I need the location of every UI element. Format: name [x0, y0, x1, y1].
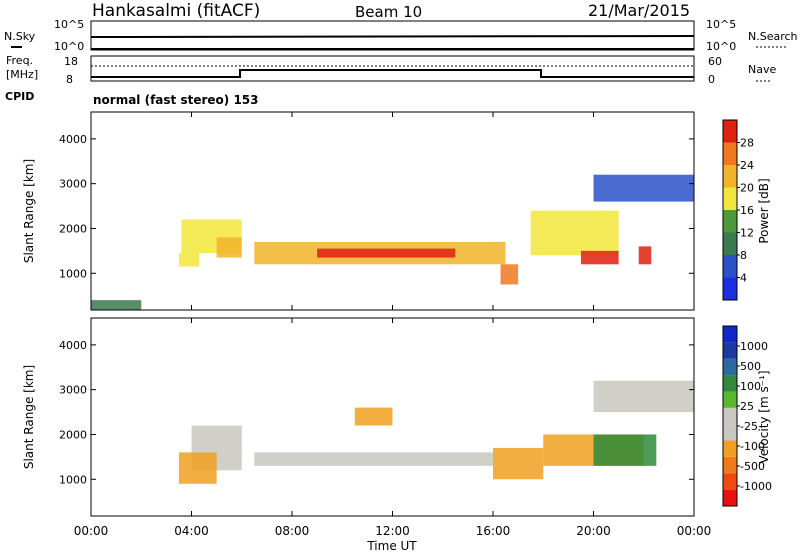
velocity-band: [178, 452, 217, 484]
power-colorbar-swatch: [723, 142, 737, 165]
velocity-colorbar-tick-label: 1000: [740, 340, 768, 353]
freq-label-2: [MHz]: [6, 68, 38, 81]
power-colorbar-swatch: [723, 120, 737, 143]
velocity-band: [354, 407, 393, 426]
x-tick-label: 00:00: [677, 524, 712, 538]
power-y-axis-label: Slant Range [km]: [22, 159, 36, 263]
noise-left-tick-bottom: 10^0: [54, 40, 84, 53]
velocity-colorbar-swatch: [723, 375, 737, 392]
noise-right-tick-top: 10^5: [706, 18, 736, 31]
velocity-y-ticks: 1000 2000 3000 4000: [59, 339, 694, 486]
velocity-band: [254, 452, 493, 466]
nave-label: Nave: [748, 63, 776, 76]
velocity-colorbar-swatch: [723, 489, 737, 506]
power-colorbar-swatch: [723, 255, 737, 278]
velocity-colorbar-swatch: [723, 407, 737, 425]
noise-right-label: N.Search: [748, 30, 798, 43]
velocity-colorbar-label: Velocity [m s⁻¹]: [757, 370, 771, 463]
velocity-band: [593, 434, 657, 466]
power-colorbar: 4 8 12 16 20 24 28: [722, 119, 754, 301]
power-colorbar-swatch: [723, 277, 737, 300]
velocity-colorbar-tick-label: 25: [740, 400, 754, 413]
velocity-colorbar-swatch: [723, 342, 737, 359]
power-colorbar-swatch: [723, 210, 737, 233]
power-heatmap: [91, 174, 694, 310]
power-band: [530, 210, 619, 256]
x-tick-label: 20:00: [576, 524, 611, 538]
noise-left-label: N.Sky: [4, 30, 36, 43]
velocity-heatmap: [178, 380, 694, 484]
power-colorbar-tick-label: 28: [740, 137, 754, 150]
power-colorbar-tick-label: 4: [740, 272, 747, 285]
power-y-tick-label: 2000: [59, 222, 87, 235]
velocity-colorbar-tick-label: -500: [740, 460, 765, 473]
freq-label-1: Freq.: [6, 54, 33, 67]
cpid-label: CPID: [5, 90, 34, 103]
power-y-tick-label: 3000: [59, 178, 87, 191]
velocity-colorbar-swatch: [723, 424, 737, 441]
x-axis-label: Time UT: [366, 539, 417, 553]
power-band: [317, 248, 456, 258]
velocity-colorbar-swatch: [723, 440, 737, 457]
velocity-colorbar-frame: [722, 325, 738, 507]
cpid-value: normal (fast stereo) 153: [93, 93, 259, 107]
velocity-colorbar-tick-label: -25: [740, 420, 758, 433]
power-colorbar-tick-label: 24: [740, 159, 754, 172]
beam-title: Beam 10: [355, 3, 422, 21]
velocity-colorbar-tick-label: -100: [740, 440, 765, 453]
power-y-tick-label: 4000: [59, 133, 87, 146]
power-colorbar-tick-label: 16: [740, 204, 754, 217]
power-colorbar-swatch: [723, 232, 737, 255]
velocity-colorbar-tick-label: 500: [740, 360, 761, 373]
velocity-y-tick-label: 3000: [59, 384, 87, 397]
velocity-band: [593, 380, 694, 413]
power-band: [91, 300, 142, 310]
velocity-y-tick-label: 4000: [59, 339, 87, 352]
x-tick-label: 16:00: [476, 524, 511, 538]
freq-left-tick-bottom: 8: [66, 73, 73, 86]
velocity-y-axis-label: Slant Range [km]: [22, 365, 36, 469]
power-colorbar-label: Power [dB]: [757, 178, 771, 243]
power-y-ticks: 1000 2000 3000 4000: [59, 133, 694, 280]
power-band: [638, 246, 652, 265]
velocity-colorbar-swatch: [723, 358, 737, 376]
power-colorbar-swatch: [723, 187, 737, 210]
x-tick-label: 08:00: [275, 524, 310, 538]
power-band: [216, 237, 242, 258]
velocity-band: [493, 447, 544, 480]
power-band: [178, 253, 200, 267]
x-tick-label: 04:00: [174, 524, 209, 538]
velocity-colorbar: 1000 500 100 25 -25 -100 -500 -1000: [722, 325, 772, 507]
station-title: Hankasalmi (fitACF): [92, 1, 260, 21]
velocity-y-tick-label: 2000: [59, 428, 87, 441]
freq-step-line: [91, 69, 694, 78]
velocity-colorbar-swatch: [723, 473, 737, 490]
power-colorbar-tick-label: 8: [740, 249, 747, 262]
x-tick-label: 12:00: [375, 524, 410, 538]
power-band: [593, 174, 694, 202]
velocity-colorbar-swatch: [723, 391, 737, 408]
noise-sky-line: [90, 35, 695, 38]
noise-right-tick-bottom: 10^0: [706, 40, 736, 53]
noise-left-tick-top: 10^5: [54, 18, 84, 31]
power-band: [500, 264, 519, 285]
power-y-tick-label: 1000: [59, 267, 87, 280]
power-colorbar-tick-label: 20: [740, 182, 754, 195]
freq-right-tick-bottom: 0: [708, 73, 715, 86]
date-title: 21/Mar/2015: [588, 1, 690, 20]
x-axis-ticks: 00:00 04:00 08:00 12:00 16:00 20:00 00:00: [74, 112, 712, 538]
power-band: [580, 250, 619, 265]
velocity-colorbar-swatch: [723, 326, 737, 343]
freq-left-tick-top: 18: [64, 55, 78, 68]
velocity-y-tick-label: 1000: [59, 473, 87, 486]
velocity-colorbar-tick-label: 100: [740, 380, 761, 393]
velocity-colorbar-swatch: [723, 456, 737, 474]
freq-panel-frame: [90, 55, 695, 82]
power-colorbar-tick-label: 12: [740, 227, 754, 240]
power-colorbar-swatch: [723, 165, 737, 188]
x-tick-label: 00:00: [74, 524, 109, 538]
velocity-colorbar-tick-label: -1000: [740, 480, 772, 493]
freq-right-tick-top: 60: [708, 55, 722, 68]
